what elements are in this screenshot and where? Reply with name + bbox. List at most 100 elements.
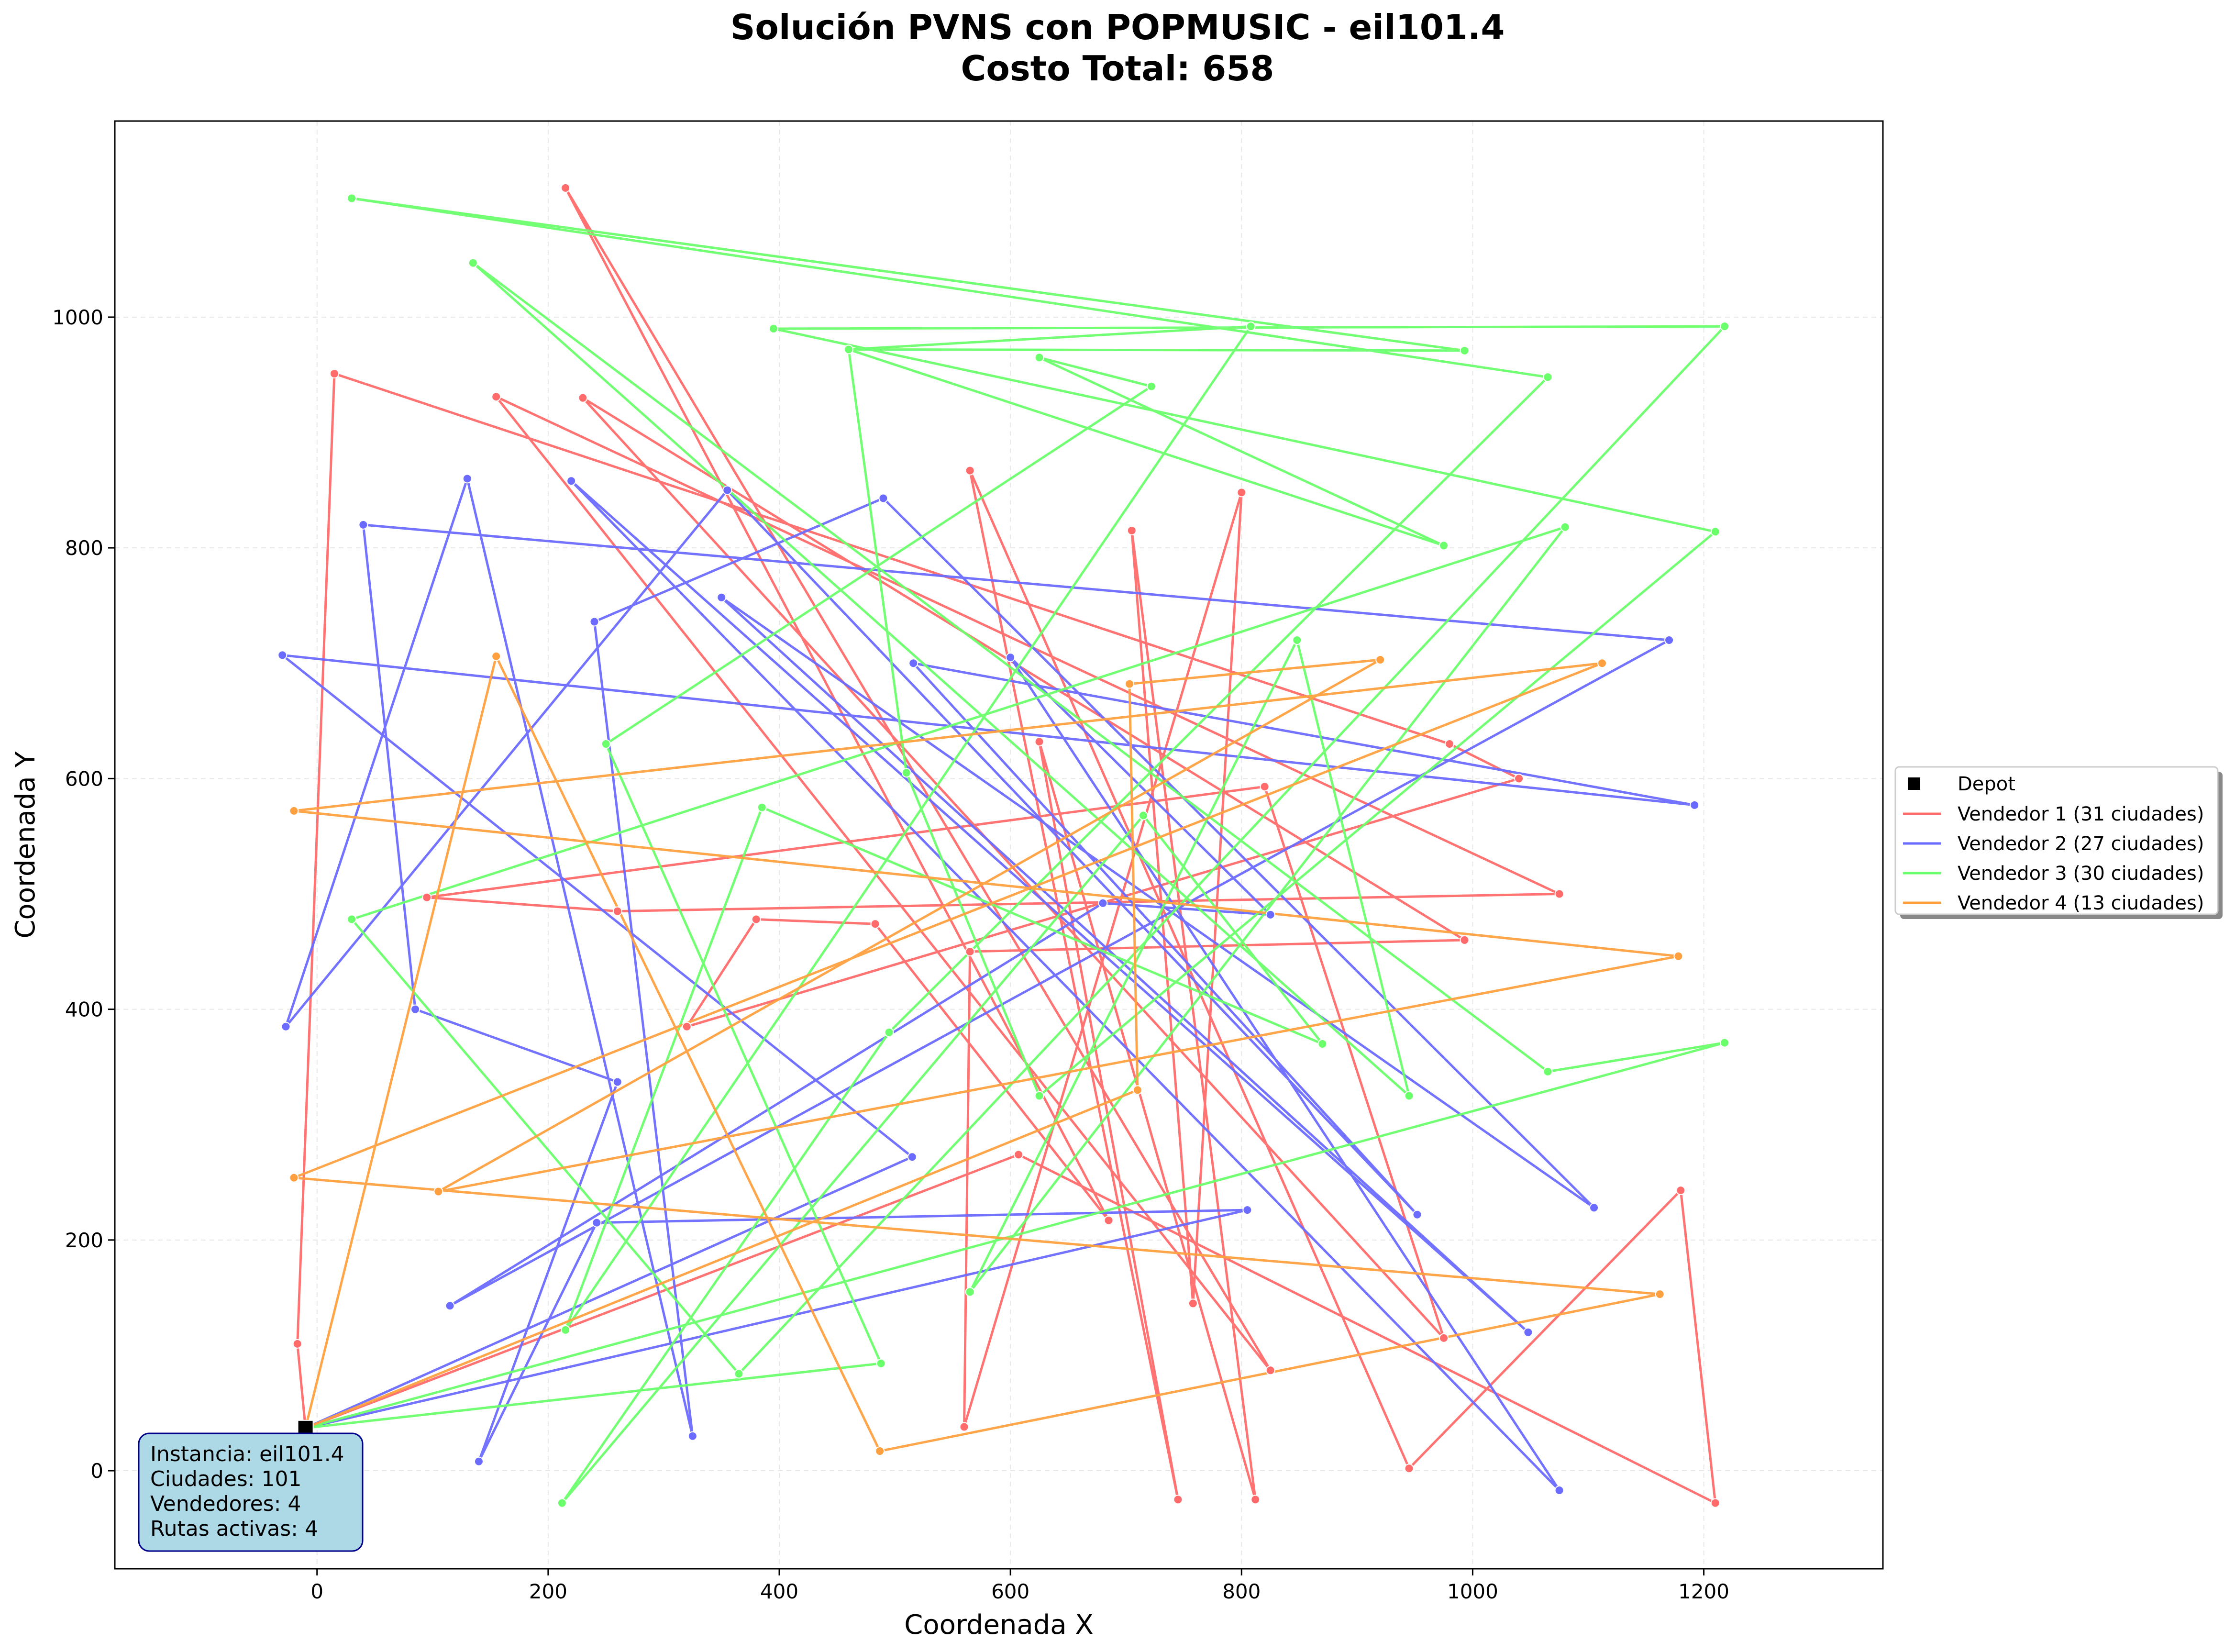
city-point xyxy=(433,1186,443,1197)
city-point xyxy=(870,919,880,929)
city-point xyxy=(1404,1464,1414,1474)
city-point xyxy=(1265,909,1275,920)
city-point xyxy=(292,1339,302,1349)
info-salesmen: Vendedores: 4 xyxy=(150,1492,301,1516)
city-point xyxy=(1720,322,1730,332)
city-point xyxy=(959,1422,969,1432)
city-point xyxy=(1439,541,1449,551)
city-point xyxy=(1589,1203,1599,1213)
city-point xyxy=(1655,1289,1665,1299)
city-point xyxy=(410,1004,420,1014)
city-point xyxy=(1412,1209,1422,1220)
city-point xyxy=(965,947,975,957)
y-tick-label: 200 xyxy=(65,1229,103,1252)
city-point xyxy=(1098,898,1108,908)
info-instance: Instancia: eil101.4 xyxy=(150,1442,344,1466)
city-point xyxy=(1554,1486,1564,1496)
legend: Depot Vendedor 1 (31 ciudades) Vendedor 2… xyxy=(1894,766,2223,919)
city-point xyxy=(612,906,622,916)
city-point xyxy=(1237,488,1247,498)
info-cities: Ciudades: 101 xyxy=(150,1467,301,1491)
x-tick-label: 1200 xyxy=(1678,1580,1729,1603)
city-point xyxy=(682,1021,692,1031)
city-point xyxy=(1375,655,1385,665)
x-tick-label: 800 xyxy=(1222,1580,1261,1603)
chart-subtitle-cost: Costo Total: 658 xyxy=(961,48,1274,89)
city-point xyxy=(908,658,918,668)
city-point xyxy=(561,1325,571,1335)
axis-ticks: 0 200 400 600 800 1000 1200 0 200 400 600 800 1000 xyxy=(52,306,1729,1603)
city-point xyxy=(1543,1066,1553,1076)
city-point xyxy=(347,914,357,924)
y-tick-label: 600 xyxy=(65,767,103,790)
legend-label-vendedor-4: Vendedor 4 (13 ciudades) xyxy=(1958,892,2204,914)
city-point xyxy=(687,1431,697,1441)
city-point xyxy=(612,1077,622,1087)
city-point xyxy=(1124,679,1134,689)
x-tick-label: 400 xyxy=(760,1580,798,1603)
routes xyxy=(281,187,1726,1505)
city-point xyxy=(901,768,911,778)
city-point xyxy=(1514,774,1524,784)
city-point xyxy=(1188,1298,1198,1308)
city-point xyxy=(907,1152,917,1162)
x-axis-label: Coordenada X xyxy=(904,1609,1094,1641)
y-axis-label: Coordenada Y xyxy=(10,751,41,939)
city-point xyxy=(965,1287,975,1297)
legend-frame xyxy=(1894,766,2219,915)
city-point xyxy=(878,493,888,503)
city-point xyxy=(717,592,727,602)
city-point xyxy=(601,739,611,749)
plot-frame xyxy=(114,120,1884,1570)
city-point xyxy=(557,1498,567,1508)
city-point xyxy=(578,393,588,403)
city-point xyxy=(1439,1333,1449,1343)
city-point xyxy=(1460,345,1470,355)
city-point xyxy=(1543,372,1553,382)
legend-label-vendedor-1: Vendedor 1 (31 ciudades) xyxy=(1958,803,2204,825)
city-point xyxy=(734,1369,744,1379)
city-point xyxy=(1173,1495,1183,1505)
city-point xyxy=(1127,525,1137,535)
city-point xyxy=(1560,522,1570,532)
route-line-vendedor-2 xyxy=(281,477,1696,1492)
city-point xyxy=(566,476,576,486)
city-point xyxy=(757,802,767,812)
city-point xyxy=(1710,527,1720,537)
city-point xyxy=(843,344,853,355)
info-box: Instancia: eil101.4 Ciudades: 101 Vended… xyxy=(138,1432,364,1552)
city-point xyxy=(1292,635,1302,645)
city-point xyxy=(358,520,368,530)
x-tick-label: 1000 xyxy=(1447,1580,1498,1603)
city-point xyxy=(1597,658,1607,668)
route-line-vendedor-3 xyxy=(305,197,1726,1505)
city-point xyxy=(965,466,975,476)
city-point xyxy=(1034,737,1044,747)
city-point xyxy=(768,324,778,334)
city-point xyxy=(1720,1038,1730,1048)
city-point xyxy=(722,485,732,495)
city-point xyxy=(1034,353,1044,363)
city-point xyxy=(1146,381,1156,391)
city-point xyxy=(1242,1205,1252,1215)
city-point xyxy=(1404,1091,1414,1101)
city-point xyxy=(1006,653,1016,663)
city-point xyxy=(1104,1215,1114,1225)
city-point xyxy=(1664,635,1674,645)
info-box-background xyxy=(138,1432,364,1552)
city-point xyxy=(589,617,599,627)
legend-depot-label: Depot xyxy=(1958,773,2015,795)
city-point xyxy=(561,183,571,193)
city-point xyxy=(1460,935,1470,945)
x-tick-label: 200 xyxy=(529,1580,567,1603)
city-point xyxy=(491,651,501,661)
city-point xyxy=(1690,800,1700,810)
city-point xyxy=(474,1456,484,1466)
city-point xyxy=(1132,1085,1142,1095)
city-point xyxy=(751,914,761,924)
legend-label-vendedor-3: Vendedor 3 (30 ciudades) xyxy=(1958,863,2204,885)
city-point xyxy=(1138,810,1148,820)
city-point xyxy=(1260,782,1270,792)
city-point xyxy=(1676,1186,1686,1196)
city-point xyxy=(876,1358,886,1368)
